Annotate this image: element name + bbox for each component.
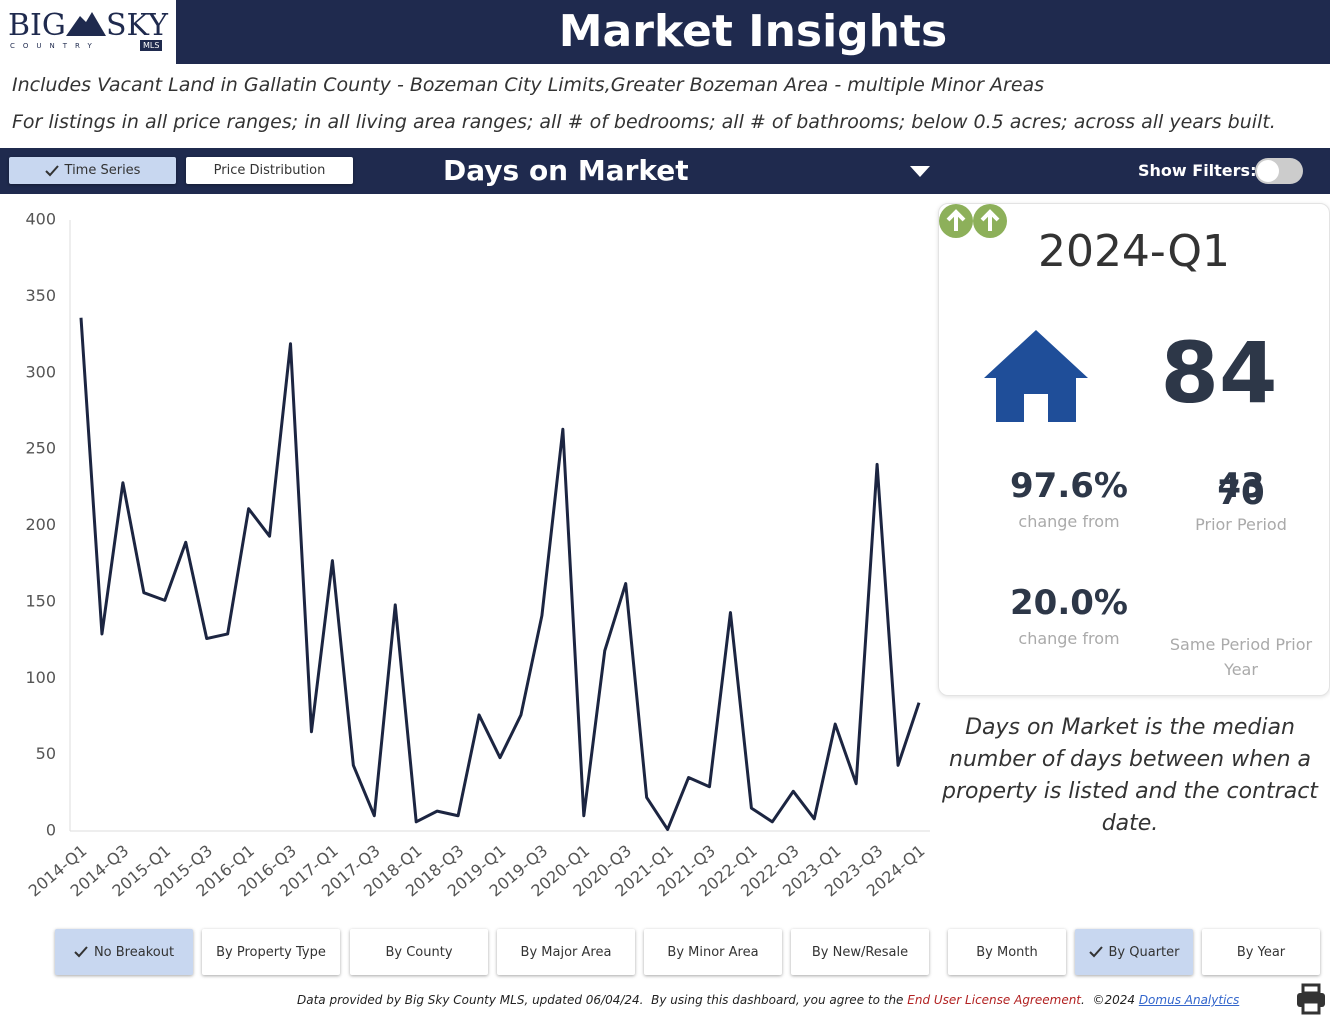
icon-arrow (946, 209, 966, 231)
check-icon (44, 164, 59, 176)
filters-label: Show Filters: (1138, 161, 1257, 180)
up-arrow-icon (973, 204, 1007, 238)
button-label: By Quarter (1108, 944, 1180, 960)
change-value: 97.6% (1010, 466, 1128, 506)
y-tick-label: 100 (25, 668, 56, 687)
button[interactable]: By Minor Area (644, 929, 782, 975)
y-tick-label: 250 (25, 439, 56, 458)
button[interactable]: No Breakout (55, 929, 193, 975)
logo-sub: COUNTRY (10, 42, 100, 50)
logo-left: BIG (8, 8, 66, 43)
summary-value: 84 (1160, 324, 1278, 422)
logo: BIG SKY COUNTRY MLS (0, 0, 176, 64)
ref-value: 70 (1217, 473, 1265, 513)
button[interactable]: Price Distribution (186, 157, 353, 184)
metric-title[interactable]: Days on Market (443, 154, 689, 187)
button[interactable]: Time Series (9, 157, 176, 184)
y-tick-label: 200 (25, 515, 56, 534)
line (79, 317, 921, 831)
page-title: Market Insights (558, 6, 948, 57)
y-tick-label: 50 (36, 744, 56, 763)
button[interactable]: By Property Type (202, 929, 340, 975)
button[interactable]: By Year (1202, 929, 1320, 975)
y-tick-label: 350 (25, 286, 56, 305)
footer-copyright: . ©2024 (1081, 993, 1139, 1007)
filter-toggle[interactable] (1254, 157, 1304, 185)
button-label: By Property Type (216, 944, 326, 960)
check (1088, 946, 1103, 958)
check-icon (74, 946, 88, 958)
house-icon (984, 330, 1088, 422)
button-label: By Month (976, 944, 1038, 960)
ref-label: Prior Period (1195, 515, 1287, 534)
chart: 0501001502002503003504002014-Q12014-Q320… (25, 210, 930, 900)
button-label: By New/Resale (811, 944, 909, 960)
button-label: Time Series (64, 163, 141, 178)
up-arrow-icon (939, 204, 973, 238)
button-label: No Breakout (93, 944, 175, 960)
change-value: 20.0% (1010, 583, 1128, 623)
license-link[interactable]: End User License Agreement (907, 993, 1082, 1007)
y-tick-label: 300 (25, 362, 56, 381)
summary-period: 2024-Q1 (1037, 226, 1231, 277)
dropdown-arrow[interactable] (910, 166, 930, 178)
summary-card: 2024-Q1 84 97.6% change from 43 Prior Perio… (938, 203, 1330, 696)
y-tick-label: 150 (25, 591, 56, 610)
footer: Data provided by Big Sky County MLS, upd… (297, 993, 1239, 1007)
logo-badge: MLS (140, 40, 163, 51)
icon-arrow (980, 209, 1000, 231)
ref-label: Same Period Prior Year (1169, 635, 1313, 679)
button[interactable]: By Major Area (497, 929, 635, 975)
ref-value: 43 (1217, 466, 1265, 506)
button-label: By Year (1236, 944, 1286, 960)
button[interactable]: By County (350, 929, 488, 975)
check (44, 164, 59, 176)
summary-note: Days on Market is the median number of d… (942, 715, 1318, 836)
button[interactable]: By Quarter (1075, 929, 1193, 975)
check (74, 946, 88, 958)
header-bar (176, 0, 1330, 64)
button-label: By County (385, 944, 453, 960)
change-label: change from (1018, 512, 1120, 531)
button-label: Price Distribution (213, 163, 326, 178)
button[interactable]: By Month (948, 929, 1066, 975)
button-label: By Minor Area (667, 944, 759, 960)
y-tick-label: 400 (25, 210, 56, 229)
check-icon (1088, 946, 1103, 958)
logo-right: SKY (106, 8, 168, 43)
change-label: change from (1018, 629, 1120, 648)
company-link[interactable]: Domus Analytics (1138, 993, 1240, 1007)
button[interactable]: By New/Resale (791, 929, 929, 975)
button-label: By Major Area (520, 944, 612, 960)
description: Includes Vacant Land in Gallatin County … (12, 74, 1045, 96)
description: For listings in all price ranges; in all… (12, 111, 1276, 133)
y-tick-label: 0 (46, 821, 56, 840)
print-icon[interactable] (1295, 983, 1327, 1015)
footer-text: Data provided by Big Sky County MLS, upd… (297, 993, 908, 1007)
logo-mountain (66, 12, 106, 36)
